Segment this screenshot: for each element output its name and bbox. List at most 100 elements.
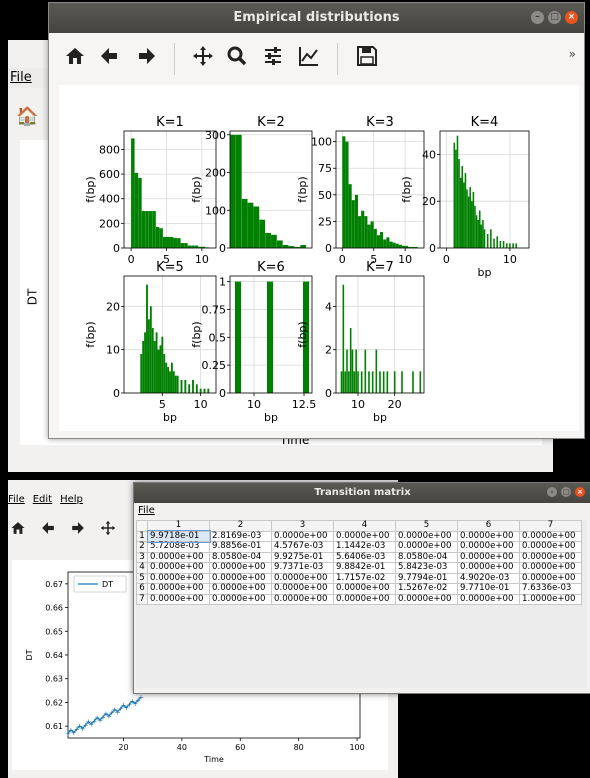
matrix-cell[interactable]: 1.5267e-02: [395, 583, 458, 595]
menu-help[interactable]: Help: [60, 494, 83, 505]
matrix-cell[interactable]: 0.0000e+00: [147, 593, 210, 605]
pan-icon[interactable]: [189, 45, 217, 73]
menu-edit[interactable]: Edit: [32, 494, 53, 505]
column-header-5[interactable]: 5: [395, 520, 458, 532]
matrix-cell[interactable]: 0.0000e+00: [271, 572, 334, 584]
column-header-3[interactable]: 3: [271, 520, 334, 532]
forward-icon[interactable]: [70, 520, 86, 536]
maximize-icon[interactable]: □: [561, 487, 571, 497]
toolbar-overflow-icon[interactable]: »: [568, 47, 576, 61]
matrix-cell[interactable]: 0.0000e+00: [457, 593, 520, 605]
matrix-cell[interactable]: 0.0000e+00: [209, 572, 272, 584]
matrix-cell[interactable]: 5.7208e-03: [147, 541, 210, 553]
back-icon[interactable]: [95, 45, 123, 73]
row-header[interactable]: 3: [136, 551, 148, 563]
close-icon[interactable]: ×: [575, 487, 585, 497]
row-header[interactable]: 6: [136, 583, 148, 595]
matrix-cell[interactable]: 0.0000e+00: [395, 530, 458, 542]
zoom-icon[interactable]: [223, 45, 251, 73]
matrix-cell[interactable]: 0.0000e+00: [457, 541, 520, 553]
window-titlebar[interactable]: Empirical distributions – □ ×: [49, 3, 584, 33]
matrix-cell[interactable]: 5.6406e-03: [333, 551, 396, 563]
home-icon[interactable]: [10, 520, 26, 536]
matrix-cell[interactable]: 0.0000e+00: [395, 541, 458, 553]
column-header-2[interactable]: 2: [209, 520, 272, 532]
matrix-cell[interactable]: 0.0000e+00: [519, 572, 582, 584]
maximize-icon[interactable]: □: [548, 11, 561, 24]
matrix-cell[interactable]: 8.0580e-04: [209, 551, 272, 563]
matrix-cell[interactable]: 9.8842e-01: [333, 562, 396, 574]
row-header[interactable]: 2: [136, 541, 148, 553]
bg-home-icon[interactable]: 🏠: [16, 106, 39, 127]
matrix-cell[interactable]: 0.0000e+00: [209, 562, 272, 574]
matrix-cell[interactable]: 0.0000e+00: [519, 551, 582, 563]
home-icon[interactable]: [61, 45, 89, 73]
tm-menu-file[interactable]: File: [138, 505, 155, 516]
matrix-cell[interactable]: 0.0000e+00: [519, 541, 582, 553]
matrix-cell[interactable]: 9.9718e-01: [146, 530, 211, 543]
menu-file[interactable]: File: [8, 494, 25, 505]
row-header[interactable]: 1: [136, 530, 148, 542]
matrix-cell[interactable]: 0.0000e+00: [457, 562, 520, 574]
axes-frame: [229, 130, 313, 249]
matrix-cell[interactable]: 7.6336e-03: [519, 583, 582, 595]
matrix-cell[interactable]: 9.9275e-01: [271, 551, 334, 563]
pan-icon[interactable]: [100, 520, 116, 536]
matrix-cell[interactable]: 0.0000e+00: [147, 562, 210, 574]
matrix-cell[interactable]: 0.0000e+00: [271, 593, 334, 605]
matrix-cell[interactable]: 4.5767e-03: [271, 541, 334, 553]
histogram-bar: [199, 388, 202, 393]
column-header-4[interactable]: 4: [333, 520, 396, 532]
matrix-cell[interactable]: 9.7371e-03: [271, 562, 334, 574]
histogram-bar: [354, 194, 358, 248]
matrix-cell[interactable]: 2.8169e-03: [209, 530, 272, 542]
matrix-cell[interactable]: 1.7157e-02: [333, 572, 396, 584]
tm-titlebar[interactable]: Transition matrix – □ ×: [134, 483, 590, 503]
histogram-bar: [512, 243, 514, 248]
minimize-icon[interactable]: –: [547, 487, 557, 497]
x-tick-label: 10: [503, 253, 517, 266]
row-header[interactable]: 7: [136, 593, 148, 605]
matrix-cell[interactable]: 9.7794e-01: [395, 572, 458, 584]
matrix-cell[interactable]: 0.0000e+00: [519, 562, 582, 574]
close-icon[interactable]: ×: [565, 11, 578, 24]
table-row: 6 0.0000e+00 0.0000e+00 0.0000e+00 0.0000e+0…: [136, 583, 582, 595]
matrix-cell[interactable]: 0.0000e+00: [271, 530, 334, 542]
matrix-cell[interactable]: 9.7710e-01: [457, 583, 520, 595]
matrix-cell[interactable]: 0.0000e+00: [147, 551, 210, 563]
y-tick-label: 400: [99, 193, 120, 206]
histogram-bar: [163, 354, 166, 393]
save-icon[interactable]: [353, 45, 381, 73]
minimize-icon[interactable]: –: [531, 11, 544, 24]
matrix-cell[interactable]: 1.1442e-03: [333, 541, 396, 553]
forward-icon[interactable]: [133, 45, 161, 73]
matrix-cell[interactable]: 0.0000e+00: [333, 530, 396, 542]
row-header[interactable]: 5: [136, 572, 148, 584]
matrix-cell[interactable]: 0.0000e+00: [209, 583, 272, 595]
matrix-cell[interactable]: 0.0000e+00: [333, 593, 396, 605]
matrix-cell[interactable]: 1.0000e+00: [519, 593, 582, 605]
configure-icon[interactable]: [259, 45, 287, 73]
histogram-bar: [461, 166, 464, 248]
matrix-cell[interactable]: 0.0000e+00: [147, 583, 210, 595]
matrix-cell[interactable]: 0.0000e+00: [519, 530, 582, 542]
column-header-6[interactable]: 6: [457, 520, 520, 532]
matrix-cell[interactable]: 4.9020e-03: [457, 572, 520, 584]
row-header[interactable]: 4: [136, 562, 148, 574]
corner-header: [136, 520, 148, 532]
matrix-cell[interactable]: 0.0000e+00: [457, 551, 520, 563]
column-header-1[interactable]: 1: [147, 520, 210, 532]
back-icon[interactable]: [40, 520, 56, 536]
matrix-cell[interactable]: 5.8423e-03: [395, 562, 458, 574]
edit-axes-icon[interactable]: [295, 45, 323, 73]
matrix-cell[interactable]: 9.8856e-01: [209, 541, 272, 553]
matrix-cell[interactable]: 0.0000e+00: [457, 530, 520, 542]
matrix-cell[interactable]: 0.0000e+00: [147, 572, 210, 584]
matrix-cell[interactable]: 0.0000e+00: [209, 593, 272, 605]
matrix-cell[interactable]: 0.0000e+00: [333, 583, 396, 595]
bg-menu-file[interactable]: File: [10, 70, 32, 85]
matrix-cell[interactable]: 8.0580e-04: [395, 551, 458, 563]
column-header-7[interactable]: 7: [519, 520, 582, 532]
matrix-cell[interactable]: 0.0000e+00: [271, 583, 334, 595]
matrix-cell[interactable]: 0.0000e+00: [395, 593, 458, 605]
